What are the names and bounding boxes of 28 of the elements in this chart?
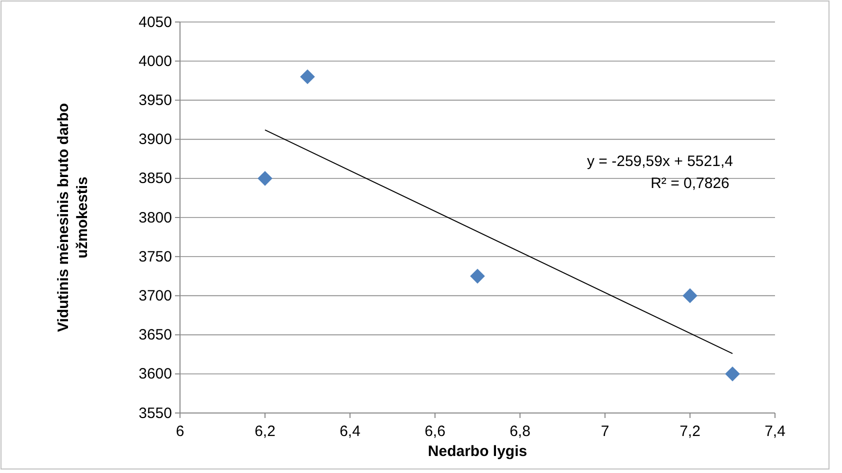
y-tick-label: 3600: [138, 366, 172, 383]
x-tick-label: 6,8: [510, 423, 530, 440]
point: [682, 288, 698, 304]
y-tick-label: 3850: [138, 170, 172, 188]
x-tick-label: 7,4: [764, 423, 786, 440]
y-tick-label: 3950: [138, 92, 172, 109]
x-tick-label: 6,6: [424, 423, 446, 440]
y-tick-label: 3650: [138, 326, 172, 344]
y-tick-label: 4000: [138, 52, 172, 70]
x-tick-label: 6,2: [254, 423, 276, 440]
point: [300, 69, 315, 84]
annotation: R² = 0,7826: [650, 175, 730, 192]
x-tick-label: 6: [176, 423, 184, 440]
y-tick-label: 3550: [138, 404, 172, 422]
y-tick-label: 3700: [138, 288, 172, 304]
point: [470, 268, 485, 284]
x-tick-label: 6,4: [340, 423, 360, 440]
x-axis-title: Nedarbo lygis: [428, 443, 528, 460]
y-tick-label: 3750: [138, 248, 172, 266]
x-tick-label: 7,2: [680, 423, 700, 440]
y-tick-label: 4050: [138, 14, 172, 31]
annotation: y = -259,59x + 5521,4: [587, 153, 733, 170]
point: [258, 170, 272, 186]
y-axis-title: Vidutinis mėnesinis bruto darbo užmokestis: [55, 103, 91, 332]
y-tick-label: 3900: [138, 131, 172, 148]
point: [725, 366, 740, 382]
x-tick-label: 7: [600, 423, 610, 440]
y-tick-label: 3800: [138, 209, 172, 226]
